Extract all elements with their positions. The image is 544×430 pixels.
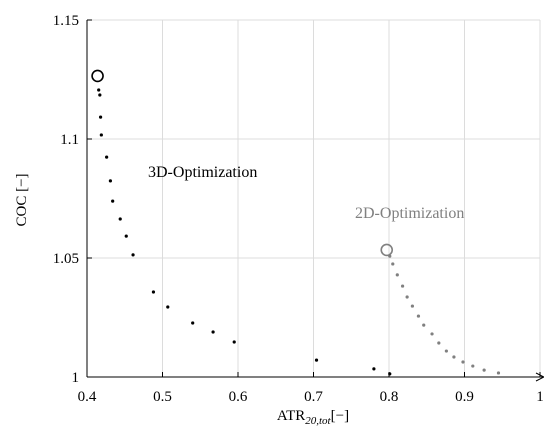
y-tick-label: 1.1 [60, 132, 79, 148]
point [232, 340, 236, 344]
series-annotation: 2D-Optimization [355, 205, 464, 222]
point [151, 290, 156, 294]
optimum-marker [91, 69, 104, 83]
x-label-sub: 20,tot [305, 415, 331, 427]
point [166, 305, 170, 309]
x-tick-label: 0.6 [229, 389, 248, 405]
point [105, 155, 109, 159]
x-tick-label: 0.4 [78, 389, 97, 405]
point [118, 217, 122, 221]
x-tick-label: 0.7 [304, 389, 323, 405]
x-tick-label: 0.8 [380, 389, 399, 405]
point [131, 253, 135, 257]
point [391, 262, 395, 266]
x-tick-label: 0.5 [153, 389, 172, 405]
point [461, 360, 465, 364]
x-tick-label: 1 [536, 389, 544, 405]
y-axis-label: COC [−] [14, 173, 30, 226]
point [400, 284, 405, 288]
x-label-unit: [−] [331, 408, 349, 424]
point [416, 314, 421, 318]
point [124, 234, 128, 238]
point [430, 332, 434, 336]
point [410, 304, 415, 308]
point [395, 273, 399, 277]
point [405, 295, 409, 299]
point [372, 367, 376, 371]
optimum-marker [380, 243, 394, 257]
y-tick-label: 1.15 [53, 13, 79, 29]
point [314, 358, 319, 362]
x-axis-label: ATR20,tot[−] [277, 408, 349, 427]
point [482, 368, 486, 372]
y-tick-label: 1.05 [53, 251, 79, 267]
point [437, 341, 441, 345]
point [388, 372, 392, 376]
y-tick-label: 1 [72, 370, 80, 386]
point [99, 133, 103, 137]
point [452, 355, 456, 359]
point [496, 371, 501, 375]
point [422, 323, 426, 327]
point [444, 349, 448, 353]
point [211, 330, 215, 334]
point [111, 199, 115, 203]
point [191, 321, 195, 325]
point [98, 93, 102, 97]
point [97, 88, 101, 92]
point [108, 179, 113, 183]
point [98, 115, 103, 119]
x-label-main: ATR [277, 408, 305, 424]
x-tick-label: 0.9 [455, 389, 474, 405]
x-axis-arrow [535, 372, 544, 382]
point [471, 364, 475, 368]
series-annotation: 3D-Optimization [148, 164, 257, 181]
